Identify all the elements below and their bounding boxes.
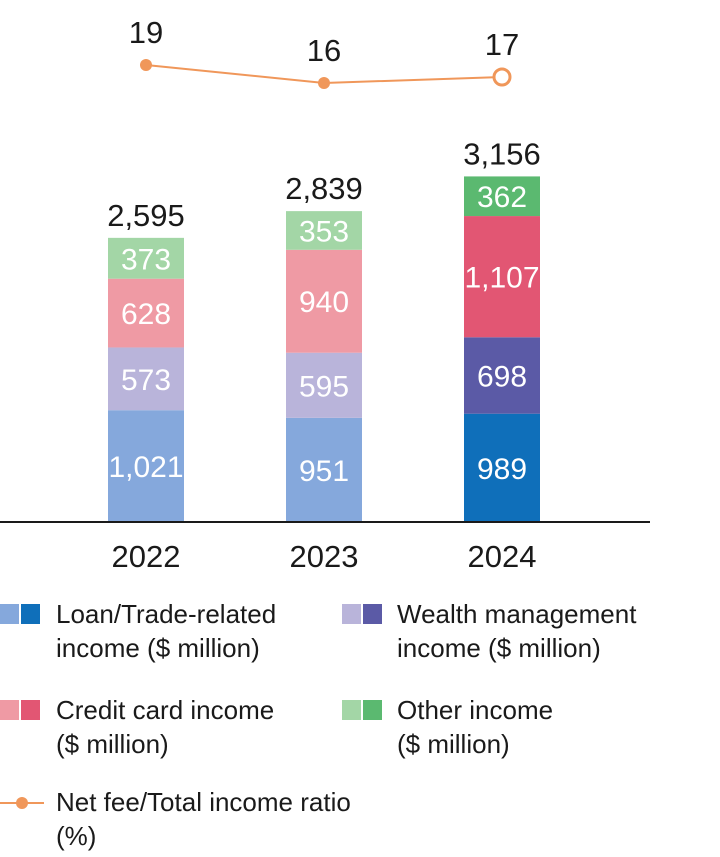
bar-value-label-2023-4: 353: [299, 215, 349, 248]
bar-value-label-2024-1: 989: [477, 453, 527, 486]
bar-value-label-2022-1: 1,021: [108, 451, 183, 484]
bar-segment-2024-2: [464, 337, 540, 414]
bar-value-label-2024-3: 1,107: [464, 262, 539, 295]
bar-segment-2024-3: [464, 216, 540, 338]
bar-value-label-2023-3: 940: [299, 286, 349, 319]
bar-value-label-2023-2: 595: [299, 370, 349, 403]
legend-label-credit-line1: Credit card income: [56, 695, 275, 725]
bar-segment-2022-3: [108, 278, 184, 348]
bar-segment-2023-1: [286, 417, 362, 522]
bar-total-label-2023: 2,839: [285, 171, 363, 206]
bar-segment-2023-2: [286, 352, 362, 418]
bar-value-label-2022-2: 573: [121, 364, 171, 397]
bar-segment-2024-1: [464, 413, 540, 522]
bar-segment-2023-4: [286, 211, 362, 250]
bar-value-label-2022-3: 628: [121, 298, 171, 331]
legend-label-wealth-line1: Wealth management: [397, 599, 637, 629]
bar-value-label-2023-1: 951: [299, 455, 349, 488]
legend-label-credit-line2: ($ million): [56, 729, 169, 759]
legend-label-loan-line2: income ($ million): [56, 633, 260, 663]
legend-label-loan-line1: Loan/Trade-related: [56, 599, 277, 629]
bar-segment-2023-3: [286, 249, 362, 353]
legend-swatch-wealth: [342, 604, 382, 624]
legend-label-ratio-line2: (%): [56, 821, 97, 851]
x-tick-label-2023: 2023: [290, 539, 359, 574]
legend-label-ratio-line1: Net fee/Total income ratio: [56, 787, 351, 817]
stacked-bar-chart: 1,021 573 628 373 2,595 2022 951 595 940 353 2,839…: [0, 15, 650, 574]
ratio-label-2022: 19: [129, 15, 163, 50]
bar-value-label-2022-4: 373: [121, 243, 171, 276]
bar-value-label-2024-4: 362: [477, 181, 527, 214]
bar-segment-2024-4: [464, 176, 540, 217]
legend-label-other-line2: ($ million): [397, 729, 510, 759]
legend-swatch-loan: [0, 604, 40, 624]
legend-swatch-other: [342, 700, 382, 720]
ratio-label-2023: 16: [307, 33, 341, 68]
ratio-point-2024: [492, 67, 512, 87]
bar-segment-2022-4: [108, 237, 184, 279]
legend-label-wealth-line2: income ($ million): [397, 633, 601, 663]
ratio-point-2023: [318, 77, 330, 89]
bar-value-label-2024-2: 698: [477, 360, 527, 393]
bar-segment-2022-1: [108, 410, 184, 522]
legend-label-other-line1: Other income: [397, 695, 554, 725]
bar-total-label-2022: 2,595: [107, 198, 185, 233]
x-tick-label-2024: 2024: [468, 539, 537, 574]
legend-swatch-credit: [0, 700, 40, 720]
bar-segment-2022-2: [108, 347, 184, 411]
bar-total-label-2024: 3,156: [463, 136, 541, 171]
ratio-point-2022: [140, 59, 152, 71]
ratio-label-2024: 17: [485, 27, 519, 62]
x-tick-label-2022: 2022: [112, 539, 181, 574]
